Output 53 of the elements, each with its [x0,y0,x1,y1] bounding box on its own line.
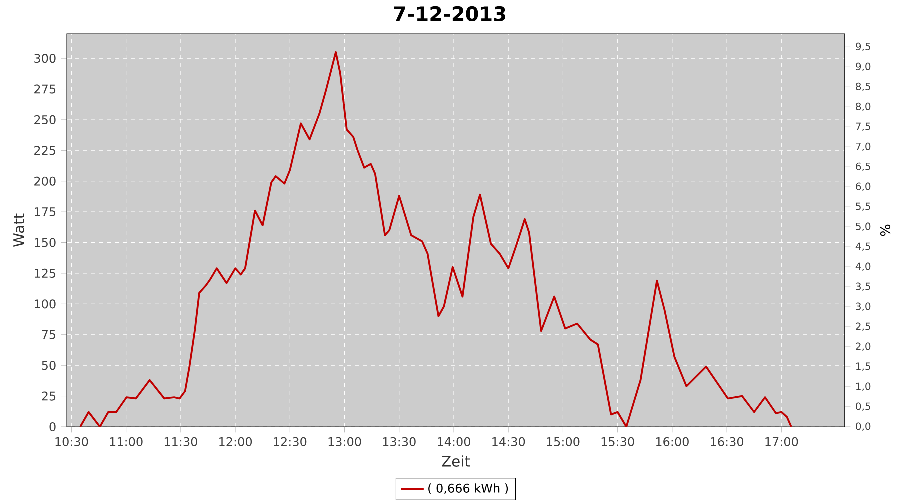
y2-tick-label: 0,0 [856,422,871,432]
y-tick-label: 200 [34,176,56,186]
y2-tick-label: 8,5 [856,82,870,92]
y2-tick-label: 5,0 [856,222,871,232]
y2-tick-label: 3,5 [856,282,870,292]
y2-tick-label: 9,0 [856,62,871,72]
x-tick-label: 15:00 [547,437,580,446]
legend-label: ( 0,666 kWh ) [428,483,508,494]
y2-tick-label: 4,5 [856,242,870,252]
y-tick-label: 175 [35,207,56,216]
y-tick-label: 75 [42,330,56,340]
y-tick-label: 50 [42,360,56,370]
y2-tick-label: 1,5 [856,362,870,372]
y2-tick-label: 0,5 [856,402,870,412]
x-tick-label: 16:30 [711,437,744,446]
x-tick-label: 17:00 [766,437,798,446]
x-tick-label: 13:00 [328,437,362,446]
x-tick-label: 10:30 [56,437,88,446]
x-tick-label: 11:30 [164,437,198,446]
y2-tick-label: 5,5 [856,202,870,212]
x-tick-label: 15:30 [602,437,634,446]
x-tick-label: 12:30 [274,437,307,446]
y-tick-label: 275 [34,84,56,94]
x-tick-label: 16:00 [656,437,689,446]
y2-tick-label: 6,5 [856,162,870,172]
y2-tick-label: 7,0 [856,142,871,152]
y-tick-label: 25 [42,392,56,401]
y-tick-label: 250 [34,115,56,124]
y2-axis-title: % [880,224,891,236]
y2-tick-label: 2,0 [856,342,871,352]
x-tick-label: 12:00 [220,437,252,446]
x-tick-label: 14:00 [438,437,470,446]
y-tick-label: 150 [35,238,56,248]
y-tick-label: 300 [34,54,56,63]
x-tick-label: 14:30 [492,437,526,446]
y2-tick-label: 1,0 [856,382,871,392]
y2-tick-label: 4,0 [856,262,871,272]
line-series [80,51,792,427]
x-axis-title: Zeit [442,455,470,467]
x-tick-label: 13:30 [383,437,416,446]
y2-tick-label: 7,5 [856,122,870,132]
chart-title: 7-12-2013 [394,6,506,22]
y2-tick-label: 2,5 [856,322,870,332]
y2-tick-label: 6,0 [856,182,871,192]
y2-tick-label: 9,5 [856,42,870,52]
y2-tick-label: 3,0 [856,302,871,312]
y-tick-label: 0 [50,422,56,432]
y2-tick-label: 8,0 [856,102,871,112]
y-tick-label: 225 [34,146,56,156]
x-tick-label: 11:00 [110,437,143,446]
y-tick-label: 125 [35,268,56,278]
y-tick-label: 100 [35,299,56,309]
y-axis-title: Watt [14,214,25,247]
